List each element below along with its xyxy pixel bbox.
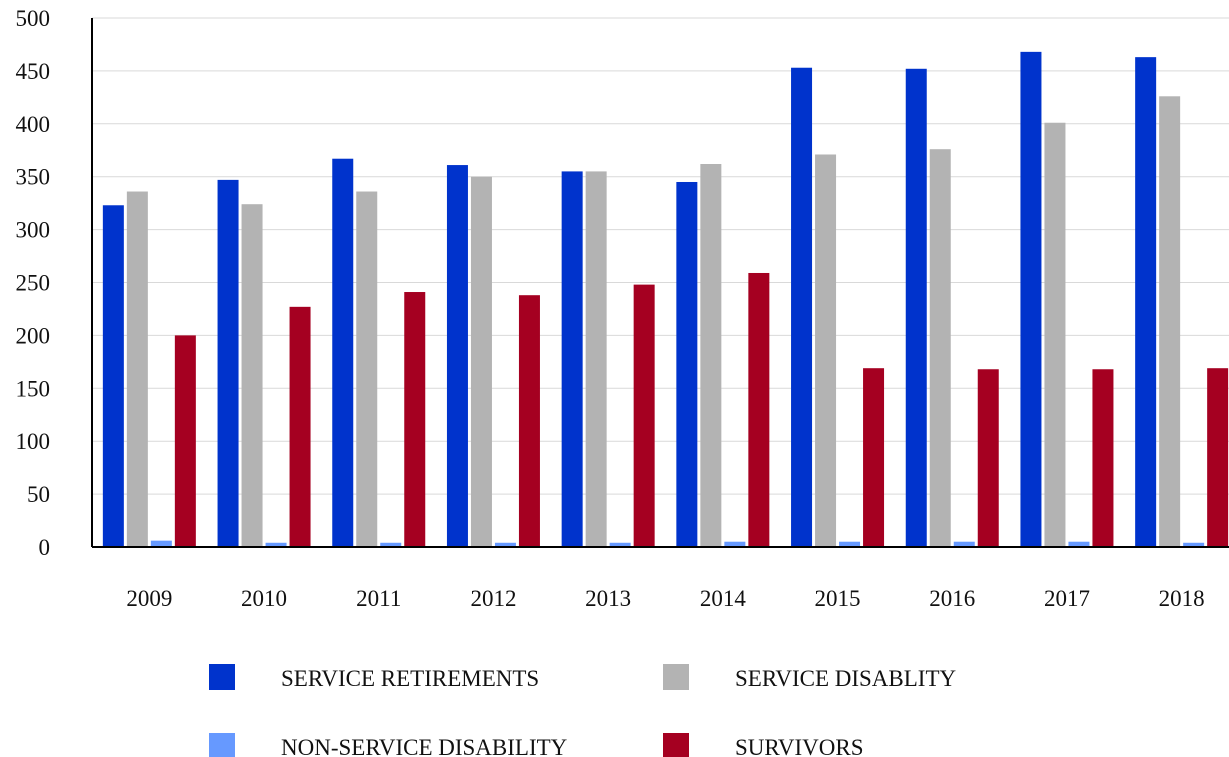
bar-service-disablity-2014 (700, 164, 722, 547)
bar-non-service-disability-2011 (380, 542, 402, 547)
gridlines (92, 17, 1229, 495)
y-tick-labels: 0 50 100 150 200 250 300 350 400 450 500 (16, 6, 51, 560)
y-tick-label: 500 (16, 6, 51, 31)
bar-non-service-disability-2010 (265, 542, 287, 547)
x-tick-label: 2016 (929, 586, 975, 611)
bar-non-service-disability-2014 (724, 541, 746, 547)
bar-non-service-disability-2017 (1068, 541, 1090, 547)
legend: SERVICE RETIREMENTS SERVICE DISABLITY NO… (209, 664, 957, 757)
y-tick-label: 450 (16, 59, 51, 84)
x-tick-labels: 2009 2010 2011 2012 2013 2014 2015 2016 2017 2018 (126, 586, 1204, 611)
bar-service-disablity-2012 (470, 176, 492, 547)
y-tick-label: 50 (27, 482, 50, 507)
bar-service-disablity-2010 (241, 204, 263, 547)
bar-service-retirements-2015 (791, 67, 813, 547)
bar-survivors-2014 (748, 272, 770, 547)
bar-survivors-2018 (1207, 368, 1229, 547)
bar-survivors-2010 (289, 306, 311, 547)
legend-label-service-retirements: SERVICE RETIREMENTS (281, 666, 539, 691)
x-tick-label: 2011 (356, 586, 401, 611)
bar-service-disablity-2018 (1159, 96, 1181, 548)
bar-service-retirements-2017 (1020, 51, 1042, 548)
x-tick-label: 2012 (470, 586, 516, 611)
x-tick-label: 2009 (126, 586, 172, 611)
bar-service-retirements-2018 (1135, 57, 1157, 548)
x-tick-label: 2010 (241, 586, 287, 611)
y-tick-label: 350 (16, 165, 51, 190)
bar-survivors-2015 (863, 368, 885, 547)
bar-service-retirements-2013 (561, 171, 583, 547)
x-tick-label: 2015 (815, 586, 861, 611)
bars (102, 51, 1229, 548)
bar-service-retirements-2010 (217, 179, 239, 547)
y-tick-label: 400 (16, 112, 51, 137)
bar-non-service-disability-2009 (150, 540, 172, 547)
y-tick-label: 150 (16, 376, 51, 401)
bar-survivors-2013 (633, 284, 655, 547)
legend-label-survivors: SURVIVORS (735, 735, 864, 757)
legend-label-service-disability: SERVICE DISABLITY (735, 666, 957, 691)
legend-swatch-survivors (663, 733, 689, 757)
bar-survivors-2009 (174, 335, 196, 547)
bar-service-retirements-2009 (102, 205, 124, 548)
y-tick-label: 300 (16, 218, 51, 243)
x-tick-label: 2018 (1159, 586, 1205, 611)
y-tick-label: 200 (16, 323, 51, 348)
legend-swatch-service-disability (663, 664, 689, 690)
bar-survivors-2016 (977, 369, 999, 547)
bar-service-retirements-2016 (905, 68, 927, 547)
bar-service-retirements-2012 (446, 165, 468, 547)
y-tick-label: 250 (16, 271, 51, 296)
bar-non-service-disability-2015 (839, 541, 861, 547)
y-tick-label: 100 (16, 429, 51, 454)
bar-service-disablity-2009 (126, 191, 148, 547)
bar-non-service-disability-2013 (609, 542, 631, 547)
bar-service-retirements-2014 (676, 181, 698, 548)
x-tick-label: 2013 (585, 586, 631, 611)
bar-service-retirements-2011 (332, 158, 354, 548)
legend-swatch-non-service-disability (209, 733, 235, 757)
bar-non-service-disability-2012 (494, 542, 516, 547)
legend-swatch-service-retirements (209, 664, 235, 690)
x-tick-label: 2014 (700, 586, 747, 611)
bar-survivors-2011 (404, 292, 426, 547)
axes (91, 18, 1229, 548)
x-tick-label: 2017 (1044, 586, 1090, 611)
bar-service-disablity-2015 (815, 154, 837, 547)
bar-non-service-disability-2018 (1183, 542, 1205, 547)
legend-label-non-service-disability: NON-SERVICE DISABILITY (281, 735, 568, 757)
bar-service-disablity-2017 (1044, 122, 1066, 547)
bar-survivors-2017 (1092, 369, 1114, 547)
y-tick-label: 0 (39, 535, 51, 560)
bar-survivors-2012 (518, 295, 540, 547)
bar-service-disablity-2011 (356, 191, 378, 547)
bar-service-disablity-2016 (929, 149, 951, 547)
bar-service-disablity-2013 (585, 171, 607, 547)
bar-non-service-disability-2016 (953, 541, 975, 547)
